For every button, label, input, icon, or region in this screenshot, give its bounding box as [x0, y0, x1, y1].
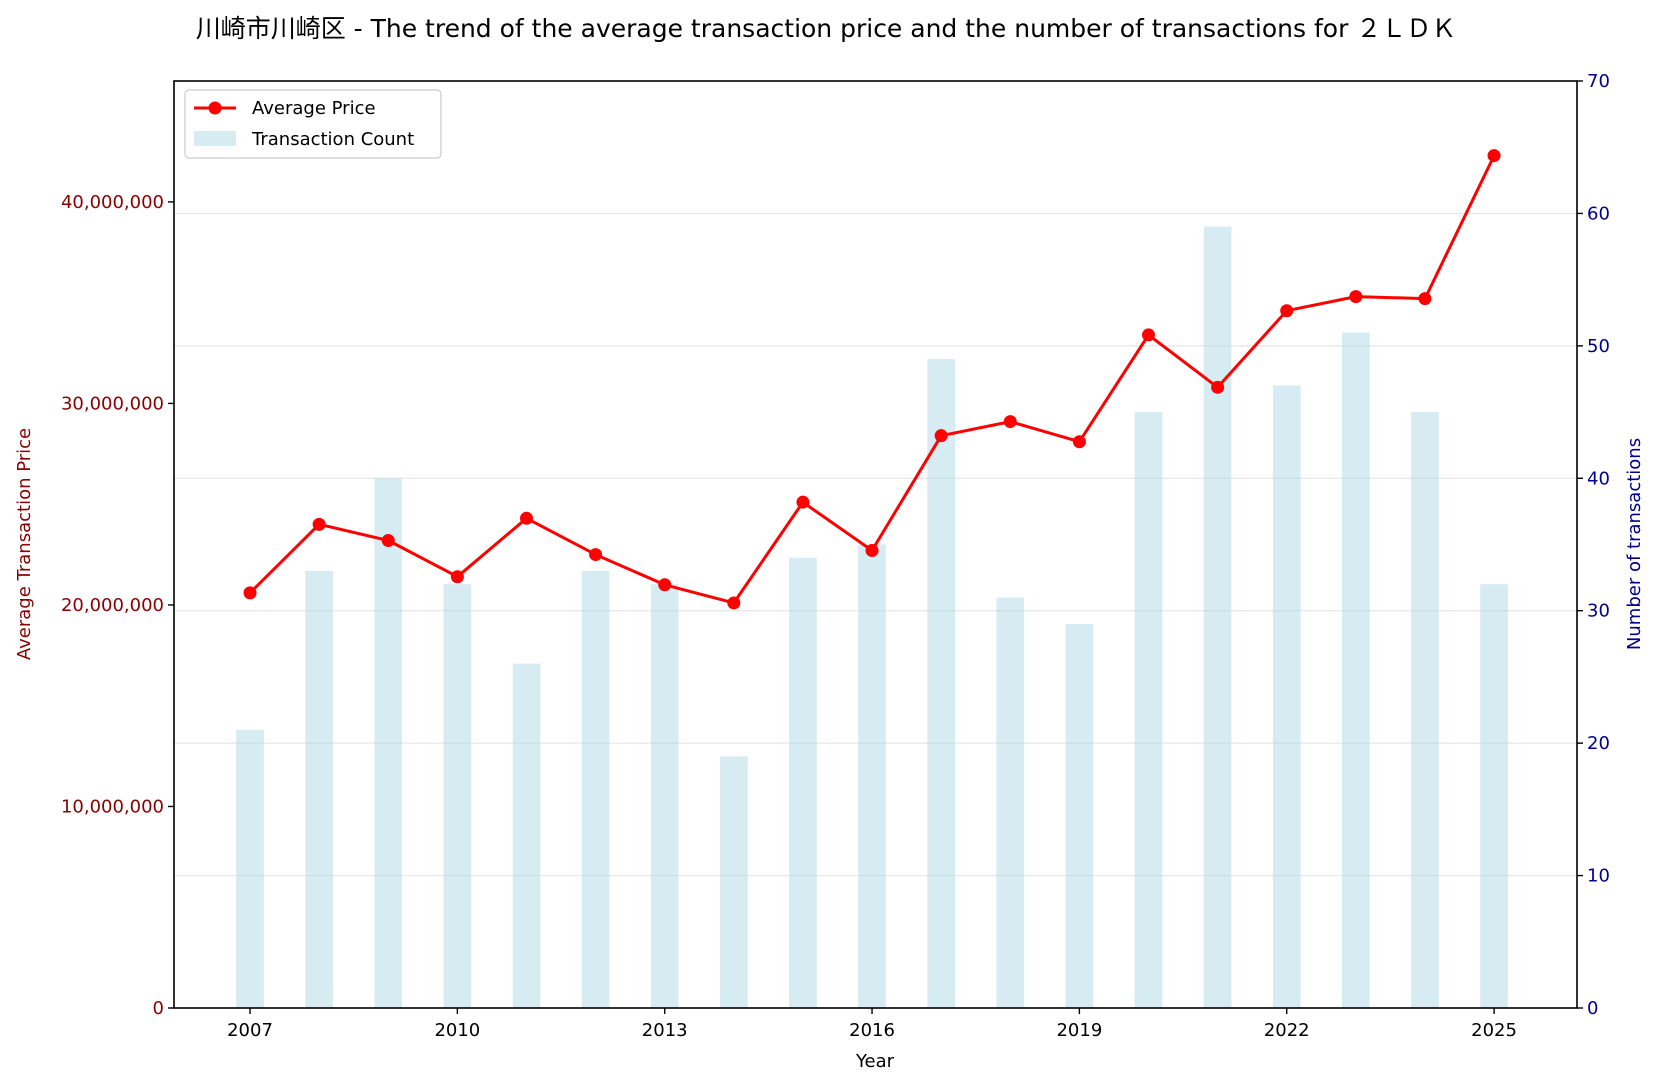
- axis-layer: 0 10,000,000 20,000,000 30,000,000 40,000,00…: [61, 71, 1610, 1041]
- bar-count-2014: [719, 756, 748, 1008]
- legend-marker-swatch: [208, 101, 222, 115]
- y-axis-label-right: Number of transactions: [1624, 438, 1645, 650]
- price-point-2010: [450, 570, 464, 584]
- x-tick-label: 2016: [849, 1020, 895, 1041]
- y-left-tick-label: 40,000,000: [61, 192, 164, 213]
- line-layer: [243, 149, 1501, 610]
- price-point-2011: [519, 511, 533, 525]
- bar-layer: [236, 226, 1508, 1009]
- legend-bar-swatch: [194, 131, 236, 146]
- x-tick-label: 2013: [642, 1020, 688, 1041]
- bar-count-2018: [996, 597, 1025, 1008]
- y-axis-label-left: Average Transaction Price: [14, 428, 35, 660]
- price-point-2014: [727, 596, 741, 610]
- price-point-2019: [1072, 435, 1086, 449]
- price-point-2023: [1349, 290, 1363, 304]
- bar-count-2016: [858, 544, 886, 1008]
- price-point-2012: [589, 548, 603, 562]
- y-right-tick-label: 20: [1587, 733, 1610, 754]
- bar-count-2019: [1065, 623, 1094, 1008]
- x-tick-label: 2007: [227, 1020, 273, 1041]
- price-line: [248, 154, 1496, 605]
- price-point-2025: [1487, 149, 1501, 163]
- y-left-tick-label: 0: [153, 998, 164, 1019]
- price-point-2020: [1141, 328, 1155, 342]
- price-point-2007: [243, 586, 257, 600]
- bar-count-2009: [374, 478, 403, 1008]
- price-point-2017: [934, 429, 948, 443]
- chart-title: 川崎市川崎区 - The trend of the average transa…: [196, 14, 1457, 43]
- price-point-2008: [312, 517, 326, 531]
- bar-count-2013: [650, 584, 679, 1008]
- price-point-2021: [1211, 380, 1225, 394]
- y-right-tick-label: 0: [1587, 998, 1598, 1019]
- plot-frame: [173, 80, 1578, 1009]
- y-right-tick-label: 40: [1587, 468, 1610, 489]
- price-point-2018: [1003, 415, 1017, 429]
- y-right-tick-label: 50: [1587, 336, 1610, 357]
- legend-label-count: Transaction Count: [251, 129, 414, 150]
- bar-count-2020: [1134, 412, 1163, 1009]
- bar-count-2008: [305, 570, 333, 1008]
- bar-count-2023: [1342, 332, 1370, 1009]
- bar-count-2021: [1203, 226, 1232, 1008]
- bar-count-2010: [443, 584, 472, 1008]
- price-point-2009: [381, 533, 395, 547]
- bar-count-2022: [1272, 385, 1301, 1009]
- bar-count-2025: [1480, 584, 1508, 1008]
- price-point-2024: [1418, 292, 1432, 306]
- bar-count-2024: [1411, 412, 1439, 1009]
- x-tick-label: 2022: [1264, 1020, 1310, 1041]
- price-point-2013: [658, 578, 672, 592]
- bar-count-2011: [512, 663, 541, 1008]
- legend-frame: [184, 89, 442, 159]
- price-point-2022: [1280, 304, 1294, 318]
- legend-label-price: Average Price: [252, 98, 376, 119]
- y-right-tick-label: 60: [1587, 203, 1610, 224]
- price-point-2016: [865, 544, 879, 558]
- y-left-tick-label: 30,000,000: [61, 393, 164, 414]
- x-tick-label: 2019: [1056, 1020, 1102, 1041]
- x-tick-label: 2010: [434, 1020, 480, 1041]
- y-left-tick-label: 10,000,000: [61, 796, 164, 817]
- bar-count-2007: [236, 729, 264, 1008]
- y-right-tick-label: 30: [1587, 601, 1610, 622]
- x-tick-label: 2025: [1471, 1020, 1517, 1041]
- y-right-tick-label: 70: [1587, 71, 1610, 92]
- y-left-tick-label: 20,000,000: [61, 595, 164, 616]
- bar-count-2017: [927, 359, 955, 1009]
- x-axis-label: Year: [855, 1051, 895, 1072]
- legend: Average Price Transaction Count: [184, 89, 442, 159]
- bar-count-2015: [789, 557, 817, 1008]
- bar-count-2012: [581, 570, 610, 1008]
- y-right-tick-label: 10: [1587, 866, 1610, 887]
- price-point-2015: [796, 495, 810, 509]
